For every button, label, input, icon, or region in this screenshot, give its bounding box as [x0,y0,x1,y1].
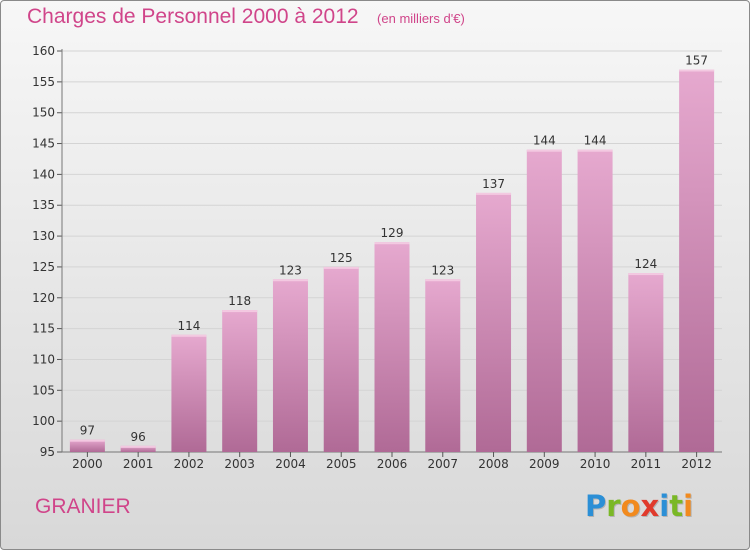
logo-letter: o [620,489,641,523]
commune-name: GRANIER [35,495,131,518]
bar-highlight [120,445,156,448]
y-tick-label: 125 [32,260,55,274]
x-axis-ticks: 2000 2001 2002 2003 2004 2005 2006 2007 2008 2009… [72,452,712,471]
x-tick-label: 2008 [478,457,509,471]
bar-2005 [323,266,359,452]
bar-highlight [679,69,715,72]
bar-2003 [222,310,258,452]
chart-subtitle: (en milliers d'€) [377,11,465,26]
x-tick-label: 2012 [681,457,712,471]
y-tick-label: 105 [32,383,55,397]
y-tick-label: 160 [32,44,55,58]
bar-highlight [171,334,207,337]
x-tick-label: 2011 [631,457,662,471]
bar-2000 [69,439,105,452]
bar-highlight [323,266,359,269]
y-tick-label: 155 [32,75,55,89]
bar-highlight [628,273,664,276]
x-tick-label: 2004 [275,457,306,471]
bar-highlight [577,149,613,152]
x-tick-label: 2000 [72,457,103,471]
bar-2001 [120,445,156,452]
bar-2006 [374,242,410,452]
x-tick-label: 2005 [326,457,357,471]
y-tick-label: 135 [32,198,55,212]
x-tick-label: 2001 [123,457,154,471]
logo-letter: t [669,489,684,523]
bar-2002 [171,334,207,452]
x-tick-label: 2003 [224,457,255,471]
bar-highlight [425,279,461,282]
data-labels: 97 96 114 118 123 125 129 123 137 144 144 124 157 [80,54,708,444]
logo-letter: x [640,489,660,523]
x-tick-label: 2006 [377,457,408,471]
data-label: 124 [634,257,657,271]
chart-title: Charges de Personnel 2000 à 2012 [27,5,359,28]
y-tick-label: 150 [32,106,55,120]
data-label: 96 [131,430,146,444]
bar-2009 [526,149,562,452]
x-tick-label: 2007 [427,457,458,471]
bar-2010 [577,149,613,452]
logo-letter: i [683,489,694,523]
logo-letter: r [606,489,621,523]
data-label: 144 [533,134,556,148]
bar-2012 [679,69,715,452]
bar-highlight [526,149,562,152]
logo-letter: i [659,489,670,523]
data-label: 137 [482,177,505,191]
title-row: Charges de Personnel 2000 à 2012 (en mil… [27,5,465,29]
bars [69,69,715,452]
y-tick-label: 145 [32,137,55,151]
bar-highlight [272,279,308,282]
bar-2004 [272,279,308,452]
data-label: 144 [584,134,607,148]
y-tick-label: 120 [32,291,55,305]
data-label: 118 [228,294,251,308]
bar-2007 [425,279,461,452]
bar-2011 [628,273,664,452]
bar-highlight [476,192,512,195]
y-tick-label: 100 [32,414,55,428]
data-label: 123 [431,263,454,277]
y-tick-label: 130 [32,229,55,243]
y-tick-label: 115 [32,322,55,336]
data-label: 97 [80,424,95,438]
x-tick-label: 2002 [174,457,205,471]
data-label: 114 [177,319,200,333]
y-tick-label: 95 [40,445,55,459]
logo-letter: P [585,489,607,523]
data-label: 123 [279,263,302,277]
x-tick-label: 2010 [580,457,611,471]
bar-highlight [69,439,105,442]
bar-highlight [222,310,258,313]
data-label: 129 [381,226,404,240]
bar-highlight [374,242,410,245]
y-tick-label: 110 [32,352,55,366]
data-label: 157 [685,54,708,68]
proxiti-logo[interactable]: Proxiti [585,489,693,523]
x-tick-label: 2009 [529,457,560,471]
y-tick-label: 140 [32,167,55,181]
data-label: 125 [330,251,353,265]
bar-2008 [476,192,512,452]
